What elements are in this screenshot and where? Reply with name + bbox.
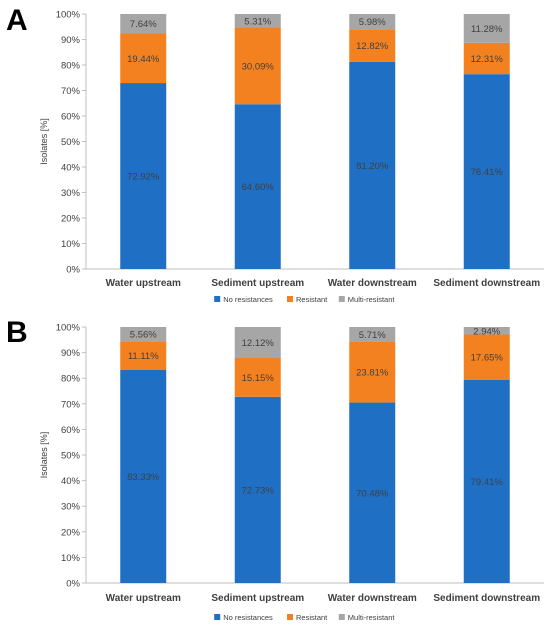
legend-swatch bbox=[338, 296, 345, 302]
y-tick-label: 40% bbox=[61, 476, 81, 487]
data-label: 17.65% bbox=[471, 353, 504, 364]
bar-segment-resistant bbox=[234, 27, 281, 105]
y-axis-label: Isolates [%] bbox=[39, 118, 49, 165]
data-label: 12.12% bbox=[242, 338, 275, 349]
data-label: 12.31% bbox=[471, 54, 504, 65]
bar-segment-multi-resistant bbox=[234, 327, 281, 359]
data-label: 81.20% bbox=[356, 161, 389, 172]
bar-segment-no-resistances bbox=[234, 396, 281, 583]
bar-segment-multi-resistant bbox=[349, 14, 396, 30]
bar-segment-multi-resistant bbox=[463, 327, 510, 335]
y-tick-label: 20% bbox=[61, 527, 81, 538]
data-label: 70.48% bbox=[356, 488, 389, 499]
data-label: 83.33% bbox=[127, 472, 160, 483]
bar-segment-no-resistances bbox=[349, 61, 396, 269]
y-tick-label: 20% bbox=[61, 214, 81, 225]
x-tick-label: Water upstream bbox=[106, 278, 181, 289]
data-label: 64.60% bbox=[242, 182, 275, 193]
legend-label: Resistant bbox=[296, 613, 328, 622]
bar-segment-resistant bbox=[349, 341, 396, 403]
data-label: 5.56% bbox=[130, 330, 157, 341]
bar-segment-multi-resistant bbox=[120, 14, 167, 34]
data-label: 72.73% bbox=[242, 485, 275, 496]
y-tick-label: 50% bbox=[61, 451, 81, 462]
data-label: 7.64% bbox=[130, 19, 157, 30]
bar-segment-no-resistances bbox=[349, 402, 396, 583]
y-tick-label: 100% bbox=[56, 10, 81, 21]
x-tick-label: Water downstream bbox=[328, 593, 417, 604]
legend-label: Multi-resistant bbox=[348, 295, 396, 304]
bar-segment-multi-resistant bbox=[234, 14, 281, 28]
bar-segment-multi-resistant bbox=[349, 327, 396, 342]
bar-segment-resistant bbox=[234, 358, 281, 397]
y-tick-label: 90% bbox=[61, 35, 81, 46]
bar-segment-no-resistances bbox=[463, 74, 510, 269]
bar-segment-multi-resistant bbox=[120, 327, 167, 342]
data-label: 11.11% bbox=[128, 351, 159, 362]
y-tick-label: 10% bbox=[61, 239, 81, 250]
data-label: 2.94% bbox=[473, 326, 500, 337]
panel-label-b: B bbox=[6, 316, 28, 349]
legend-swatch bbox=[338, 614, 345, 620]
y-tick-label: 50% bbox=[61, 137, 81, 148]
data-label: 5.98% bbox=[359, 17, 386, 28]
x-tick-label: Sediment downstream bbox=[433, 593, 540, 604]
y-axis-label: Isolates [%] bbox=[39, 432, 49, 479]
y-tick-label: 30% bbox=[61, 188, 81, 199]
data-label: 72.92% bbox=[127, 172, 160, 183]
y-tick-label: 30% bbox=[61, 502, 81, 513]
data-label: 15.15% bbox=[242, 373, 275, 384]
bar-segment-multi-resistant bbox=[463, 14, 510, 43]
bar-segment-resistant bbox=[349, 29, 396, 62]
y-tick-label: 60% bbox=[61, 425, 81, 436]
x-tick-label: Sediment upstream bbox=[211, 278, 304, 289]
legend-swatch bbox=[287, 614, 293, 620]
x-tick-label: Water upstream bbox=[106, 593, 181, 604]
bar-segment-resistant bbox=[120, 341, 167, 370]
data-label: 5.71% bbox=[359, 330, 386, 341]
x-tick-label: Sediment downstream bbox=[433, 278, 540, 289]
legend-label: Multi-resistant bbox=[348, 613, 396, 622]
legend-label: Resistant bbox=[296, 295, 328, 304]
y-tick-label: 90% bbox=[61, 348, 81, 359]
data-label: 11.28% bbox=[471, 24, 503, 35]
legend-label: No resistances bbox=[223, 613, 273, 622]
data-label: 76.41% bbox=[471, 167, 504, 178]
data-label: 12.82% bbox=[356, 41, 389, 52]
x-tick-label: Water downstream bbox=[328, 278, 417, 289]
data-label: 23.81% bbox=[356, 368, 389, 379]
bar-segment-no-resistances bbox=[234, 104, 281, 270]
legend-swatch bbox=[287, 296, 293, 302]
bar-segment-resistant bbox=[463, 42, 510, 75]
y-tick-label: 70% bbox=[61, 86, 81, 97]
bar-segment-no-resistances bbox=[463, 379, 510, 583]
bar-segment-resistant bbox=[463, 334, 510, 380]
data-label: 19.44% bbox=[127, 54, 160, 65]
bar-segment-no-resistances bbox=[120, 83, 167, 269]
bar-segment-no-resistances bbox=[120, 369, 167, 583]
y-tick-label: 60% bbox=[61, 112, 81, 123]
legend-swatch bbox=[214, 614, 221, 620]
y-tick-label: 80% bbox=[61, 61, 81, 72]
panel-label-a: A bbox=[6, 4, 28, 37]
data-label: 5.31% bbox=[244, 16, 271, 27]
data-label: 30.09% bbox=[242, 61, 275, 72]
legend-label: No resistances bbox=[223, 295, 273, 304]
x-tick-label: Sediment upstream bbox=[211, 593, 304, 604]
y-tick-label: 80% bbox=[61, 374, 81, 385]
y-tick-label: 70% bbox=[61, 399, 81, 410]
y-tick-label: 100% bbox=[56, 323, 81, 334]
bar-segment-resistant bbox=[120, 33, 167, 84]
y-tick-label: 0% bbox=[66, 265, 80, 276]
y-tick-label: 0% bbox=[66, 579, 80, 590]
y-tick-label: 40% bbox=[61, 163, 81, 174]
legend-swatch bbox=[214, 296, 221, 302]
data-label: 79.41% bbox=[471, 477, 504, 488]
y-tick-label: 10% bbox=[61, 553, 81, 564]
